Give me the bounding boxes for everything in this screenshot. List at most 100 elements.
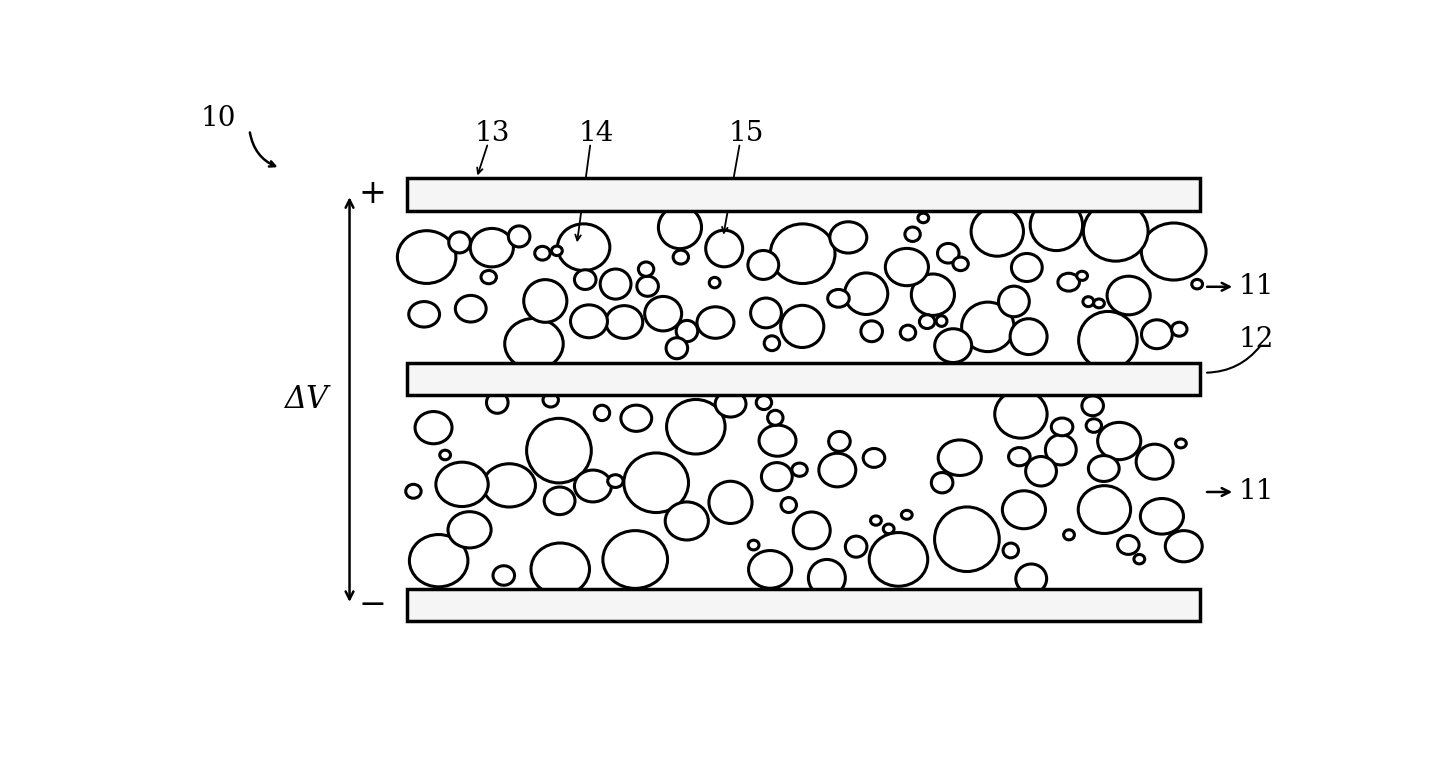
Ellipse shape (994, 390, 1048, 439)
Ellipse shape (747, 251, 779, 280)
Ellipse shape (638, 262, 654, 277)
Text: 11: 11 (1240, 479, 1274, 505)
Ellipse shape (570, 305, 608, 337)
Ellipse shape (749, 550, 792, 588)
Ellipse shape (1084, 201, 1149, 261)
Ellipse shape (1016, 564, 1046, 594)
Ellipse shape (971, 207, 1023, 256)
Ellipse shape (481, 271, 496, 283)
Ellipse shape (574, 470, 612, 502)
Ellipse shape (645, 296, 681, 331)
Ellipse shape (543, 393, 558, 407)
Ellipse shape (1003, 491, 1046, 529)
Ellipse shape (1107, 276, 1150, 315)
Ellipse shape (1140, 499, 1183, 534)
Text: 10: 10 (201, 105, 237, 131)
Ellipse shape (1088, 455, 1120, 481)
Ellipse shape (716, 391, 746, 417)
Ellipse shape (750, 298, 782, 328)
Ellipse shape (557, 224, 610, 271)
Ellipse shape (456, 296, 486, 322)
Ellipse shape (608, 475, 623, 487)
Ellipse shape (869, 533, 928, 586)
Ellipse shape (623, 453, 688, 512)
Ellipse shape (486, 392, 508, 413)
Text: 14: 14 (579, 120, 613, 147)
Ellipse shape (900, 325, 916, 340)
Ellipse shape (844, 273, 887, 315)
Ellipse shape (846, 536, 867, 557)
Ellipse shape (1076, 271, 1088, 280)
Ellipse shape (595, 405, 610, 420)
Ellipse shape (1082, 396, 1104, 416)
Ellipse shape (551, 246, 563, 255)
Bar (407, 588, 1201, 621)
Ellipse shape (1117, 536, 1139, 554)
Ellipse shape (912, 274, 954, 315)
Ellipse shape (1079, 312, 1137, 369)
Ellipse shape (709, 481, 752, 524)
Ellipse shape (937, 315, 947, 326)
Text: 11: 11 (1240, 274, 1274, 300)
Ellipse shape (794, 512, 830, 549)
Ellipse shape (505, 318, 563, 369)
Ellipse shape (408, 302, 440, 327)
Text: 13: 13 (475, 120, 509, 147)
Ellipse shape (436, 462, 488, 507)
Ellipse shape (765, 336, 779, 350)
Bar (407, 178, 1201, 211)
Ellipse shape (861, 321, 883, 342)
Ellipse shape (667, 400, 724, 454)
Ellipse shape (938, 243, 960, 263)
Ellipse shape (902, 511, 912, 519)
Ellipse shape (1052, 418, 1072, 435)
Ellipse shape (1026, 457, 1056, 486)
Ellipse shape (524, 280, 567, 322)
Ellipse shape (749, 540, 759, 550)
Ellipse shape (1082, 296, 1094, 306)
Ellipse shape (397, 231, 456, 283)
Ellipse shape (600, 269, 631, 299)
Ellipse shape (830, 222, 867, 253)
Ellipse shape (1172, 322, 1188, 336)
Bar (407, 363, 1201, 395)
Ellipse shape (620, 405, 652, 432)
Ellipse shape (935, 329, 971, 363)
Ellipse shape (606, 306, 642, 338)
Ellipse shape (410, 534, 468, 587)
Ellipse shape (818, 453, 856, 487)
Ellipse shape (531, 543, 590, 595)
Ellipse shape (470, 229, 514, 267)
Ellipse shape (918, 214, 929, 223)
Ellipse shape (1136, 444, 1173, 480)
Ellipse shape (792, 463, 807, 477)
Ellipse shape (1003, 543, 1019, 558)
Ellipse shape (999, 287, 1029, 317)
Ellipse shape (883, 524, 895, 534)
Ellipse shape (931, 473, 952, 493)
Ellipse shape (667, 337, 688, 359)
Ellipse shape (886, 249, 928, 286)
Ellipse shape (828, 432, 850, 451)
Ellipse shape (483, 464, 535, 507)
Ellipse shape (1063, 530, 1075, 540)
Ellipse shape (535, 246, 550, 260)
Ellipse shape (440, 450, 450, 460)
Ellipse shape (828, 290, 850, 307)
Ellipse shape (768, 410, 784, 426)
Text: ΔV: ΔV (286, 384, 329, 415)
Ellipse shape (449, 232, 470, 253)
Ellipse shape (1141, 223, 1206, 280)
Text: +: + (359, 179, 387, 211)
Ellipse shape (1098, 423, 1141, 460)
Text: 12: 12 (1240, 326, 1274, 353)
Ellipse shape (905, 227, 921, 242)
Ellipse shape (706, 230, 743, 267)
Ellipse shape (677, 321, 698, 342)
Ellipse shape (1045, 435, 1076, 465)
Ellipse shape (771, 224, 835, 283)
Ellipse shape (952, 257, 968, 271)
Ellipse shape (961, 302, 1014, 352)
Ellipse shape (603, 530, 668, 588)
Text: −: − (359, 589, 387, 621)
